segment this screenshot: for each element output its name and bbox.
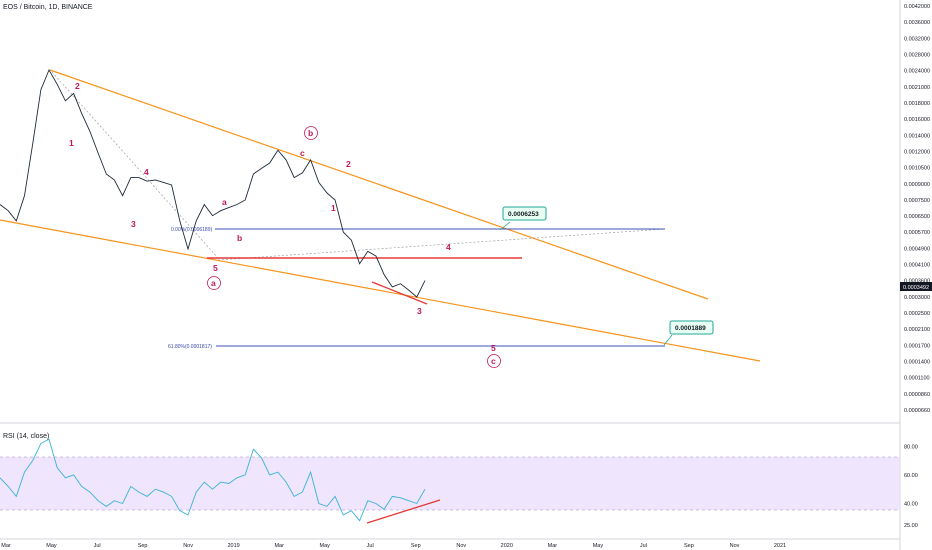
- wave-label-5-right: 5: [491, 343, 496, 353]
- price-tick-label: 0.0012000: [904, 149, 930, 155]
- price-tick-label: 0.0003000: [904, 295, 930, 301]
- rsi-tick-label: 40.00: [904, 502, 918, 508]
- price-tick-label: 0.0009000: [904, 182, 930, 188]
- price-tick-label: 0.0003600: [904, 279, 930, 285]
- upper-trendline: [49, 69, 709, 300]
- helper-line-1: [51, 71, 219, 259]
- wave-circle-a: [207, 276, 221, 290]
- wave-label-c-circled: c: [491, 356, 496, 366]
- price-tick-label: 0.0004100: [904, 263, 930, 269]
- time-tick-label: May: [593, 543, 604, 549]
- wave-label-2-right: 2: [346, 159, 351, 169]
- time-tick-label: 2019: [227, 543, 239, 549]
- time-tick-label: Sep: [138, 543, 148, 549]
- wave-label-b-circled: b: [308, 128, 313, 138]
- wave-label-3-left: 3: [131, 219, 136, 229]
- price-tick-label: 0.0016000: [904, 117, 930, 123]
- price-tick-label: 0.0001100: [904, 376, 930, 382]
- callout-pointer-2: [663, 334, 673, 346]
- wave-circle-b: [304, 126, 318, 140]
- price-tick-label: 0.0000860: [904, 392, 930, 398]
- red-price-divergence: [371, 281, 428, 305]
- callout-box-1: [502, 206, 547, 221]
- time-tick-label: Jul: [640, 543, 647, 549]
- price-tick-label: 0.0007500: [904, 198, 930, 204]
- time-tick-label: 2021: [774, 543, 786, 549]
- red-rsi-divergence: [366, 499, 441, 524]
- time-tick-label: May: [320, 543, 331, 549]
- price-tick-label: 0.0036000: [904, 20, 930, 26]
- wave-label-2-top: 2: [75, 81, 80, 91]
- lower-trendline: [0, 219, 761, 362]
- price-tick-label: 0.0028000: [904, 53, 930, 59]
- callout-box-2: [669, 320, 714, 335]
- rsi-band: [0, 457, 900, 510]
- price-tick-label: 0.0002100: [904, 327, 930, 333]
- callout-value-1: 0.0006253: [508, 211, 539, 218]
- price-tick-label: 0.0006500: [904, 214, 930, 220]
- rsi-tick-label: 25.00: [904, 523, 918, 529]
- rsi-series: [0, 438, 426, 522]
- rsi-label: RSI (14, close): [3, 433, 49, 440]
- time-tick-label: Mar: [1, 543, 11, 549]
- fib-label-0: 0.00%(0.0006189): [171, 227, 212, 233]
- callout-value-2: 0.0001889: [675, 325, 706, 332]
- price-tick-label: 0.0042000: [904, 4, 930, 10]
- time-tick-label: Sep: [411, 543, 421, 549]
- time-tick-label: Nov: [730, 543, 740, 549]
- time-axis: Mar May Jul Sep Nov 2019 Mar May Jul Sep Nov 2020 Ma…: [1, 543, 786, 549]
- time-tick-label: Nov: [183, 543, 193, 549]
- wave-circle-c: [487, 354, 501, 368]
- last-price-label: 0.0003492: [903, 285, 929, 291]
- chart-title: EOS / Bitcoin, 1D, BINANCE: [3, 4, 93, 11]
- price-axis: 0.0042000 0.0036000 0.0032000 0.0028000 0.00…: [904, 4, 930, 414]
- time-tick-label: Mar: [274, 543, 284, 549]
- wave-label-4-left: 4: [144, 167, 149, 177]
- price-tick-label: 0.0004900: [904, 246, 930, 252]
- time-tick-label: Sep: [684, 543, 694, 549]
- rsi-tick-label: 60.00: [904, 473, 918, 479]
- time-tick-label: May: [46, 543, 57, 549]
- time-tick-label: Mar: [548, 543, 558, 549]
- wave-label-b-small: b: [237, 233, 242, 243]
- price-series: [0, 68, 426, 298]
- wave-label-3-right: 3: [417, 306, 422, 316]
- price-tick-label: 0.0014000: [904, 133, 930, 139]
- wave-label-4-right: 4: [446, 242, 451, 252]
- callout-pointer-1: [499, 221, 511, 231]
- price-tick-label: 0.0032000: [904, 36, 930, 42]
- helper-line-2: [217, 228, 666, 261]
- time-tick-label: Nov: [456, 543, 466, 549]
- price-tick-label: 0.0021000: [904, 85, 930, 91]
- wave-label-c-small: c: [300, 148, 305, 158]
- price-tick-label: 0.0024000: [904, 69, 930, 75]
- time-tick-label: Jul: [367, 543, 374, 549]
- wave-label-a-circled: a: [211, 278, 216, 288]
- time-tick-label: 2020: [501, 543, 513, 549]
- price-tick-label: 0.0001400: [904, 360, 930, 366]
- wave-label-5-left: 5: [213, 263, 218, 273]
- time-tick-label: Jul: [94, 543, 101, 549]
- rsi-tick-label: 80.00: [904, 444, 918, 450]
- price-tick-label: 0.0018000: [904, 101, 930, 107]
- fib-label-618: 61.80%(0.0001817): [168, 344, 212, 350]
- price-tick-label: 0.0010500: [904, 166, 930, 172]
- wave-label-a-small: a: [222, 197, 227, 207]
- last-price-badge: [900, 282, 932, 291]
- price-tick-label: 0.0000660: [904, 408, 930, 414]
- wave-label-1-right: 1: [331, 203, 336, 213]
- price-tick-label: 0.0005700: [904, 230, 930, 236]
- price-tick-label: 0.0001700: [904, 343, 930, 349]
- price-tick-label: 0.0002500: [904, 311, 930, 317]
- wave-label-1-left: 1: [69, 138, 74, 148]
- rsi-axis: 80.00 60.00 40.00 25.00: [904, 444, 918, 529]
